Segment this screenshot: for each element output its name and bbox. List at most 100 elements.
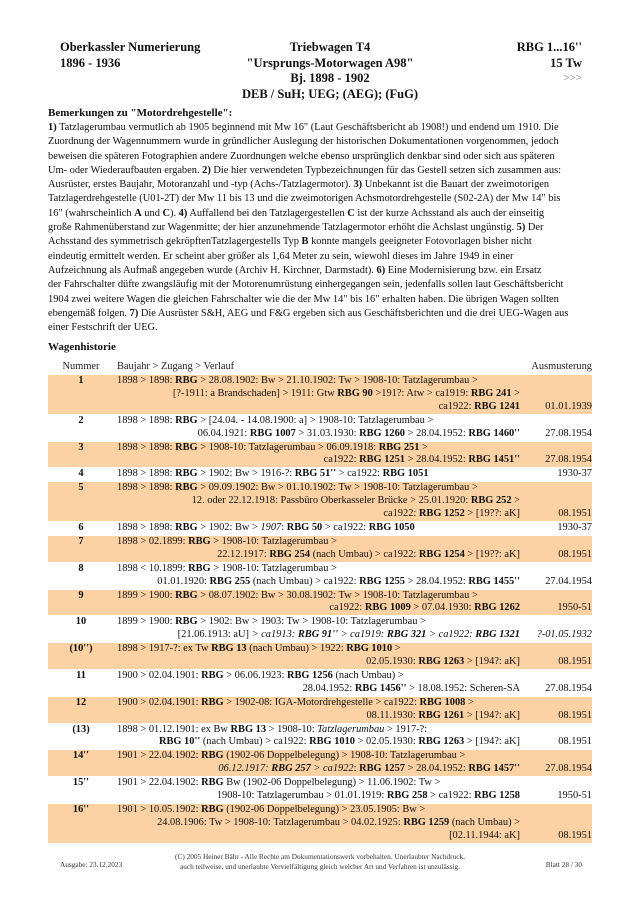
- text-segment: (nach Umbau) > ca1922:: [310, 548, 419, 560]
- text-segment: beweisen die späteren Fotographien ander…: [48, 150, 555, 162]
- text-segment: RBG 10'': [158, 736, 201, 748]
- text-segment: > 28.04.1952:: [405, 575, 469, 587]
- text-segment: > ca1922: [310, 763, 354, 775]
- retirement-date: 08.1951: [558, 508, 592, 520]
- text-segment: Tatzlagerumbau: [317, 723, 385, 735]
- text-segment: Eine Modernisierung bzw. ein Ersatz: [385, 264, 542, 276]
- text-segment: Tatzlagerumbau vermutlich ab 1905 beginn…: [56, 122, 559, 133]
- history-line: 1908-10: Tatzlagerumbau > 01.01.1919: RB…: [117, 790, 520, 803]
- text-segment: C: [347, 207, 355, 219]
- series-name: Oberkassler Numerierung: [60, 40, 201, 54]
- text-segment: Aufzeichnung als Aufmaß angegeben wurde …: [48, 264, 377, 276]
- text-segment: RBG: [188, 562, 211, 574]
- text-segment: Die Ausrüster S&H, AEG und F&G ergeben s…: [138, 307, 569, 319]
- text-segment: RBG 1010: [346, 643, 393, 655]
- text-segment: A: [134, 207, 142, 219]
- text-segment: > 1902: Bw > 1903: Tw > 1908-10: Tatzlag…: [197, 616, 426, 628]
- text-segment: konnte mangels geeigneter Fotovorlagen b…: [308, 236, 532, 248]
- text-segment: ebengemäß folgen.: [48, 307, 130, 319]
- text-segment: >: [465, 696, 474, 708]
- retirement-date: 27.08.1954: [545, 763, 592, 775]
- table-row: (13) 1898 > 01.12.1901: ex Bw RBG 13 > 19…: [48, 722, 592, 750]
- text-segment: Unbekannt ist die Bauart der zweimotorig…: [362, 179, 550, 191]
- text-segment: 1898 > 01.12.1901: ex Bw: [117, 723, 231, 735]
- text-segment: RBG 255: [209, 575, 251, 587]
- text-segment: 1900 > 02.04.1901:: [117, 669, 202, 681]
- history-line: ca1922: RBG 1009 > 07.04.1930: RBG 1262: [117, 602, 520, 615]
- remarks-line: 16" (wahrscheinlich A und C). 4) Auffall…: [48, 207, 568, 221]
- text-segment: 4): [178, 207, 188, 219]
- vehicle-history: 1901 > 22.04.1902: RBG Bw (1902-06 Doppe…: [114, 777, 520, 803]
- vehicle-number: 7: [78, 535, 84, 547]
- vehicle-history: 1898 > 1898: RBG > 1902: Bw > 1907: RBG …: [114, 522, 520, 535]
- history-line: 1899 > 1900: RBG > 08.07.1902: Bw > 30.0…: [117, 590, 520, 603]
- vehicle-history: 1898 > 1917-?: ex Tw RBG 13 (nach Umbau)…: [114, 643, 520, 669]
- history-line: 12. oder 22.12.1918: Passbüro Oberkassel…: [117, 495, 520, 508]
- vehicle-number: 6: [78, 521, 84, 533]
- text-segment: Zuordnung der Wagennummern wurde in grün…: [48, 136, 559, 148]
- header-left: Oberkassler Numerierung 1896 - 1936: [60, 40, 200, 71]
- text-segment: 08.11.1930:: [366, 709, 419, 721]
- text-segment: > [194?: aK]: [464, 709, 520, 721]
- text-segment: RBG: [188, 535, 211, 547]
- text-segment: 5): [516, 222, 526, 234]
- text-segment: RBG 321: [386, 629, 427, 641]
- table-row: 4 1898 > 1898: RBG > 1902: Bw > 1916-?: R…: [48, 467, 592, 481]
- vehicle-history: 1898 > 1898: RBG > 1908-10: Tatzlagerumb…: [114, 442, 520, 468]
- text-segment: 2): [202, 164, 211, 176]
- text-segment: > 1908-10: Tatzlagerumbau > 06.09.1918:: [197, 441, 379, 453]
- text-segment: RBG 1456'': [354, 682, 407, 694]
- text-segment: RBG 50: [286, 521, 323, 533]
- history-line: 1899 > 1900: RBG > 1902: Bw > 1903: Tw >…: [117, 616, 520, 629]
- table-row: (10'') 1898 > 1917-?: ex Tw RBG 13 (nach …: [48, 642, 592, 669]
- text-segment: 01.01.1920:: [157, 575, 210, 587]
- history-line: 1898 < 10.1899: RBG > 1908-10: Tatzlager…: [117, 563, 520, 576]
- retirement-date: 27.08.1954: [545, 682, 592, 694]
- text-segment: 1): [48, 122, 57, 133]
- text-segment: > ca1922:: [336, 468, 383, 480]
- text-segment: RBG: [201, 804, 224, 815]
- table-row: 15'' 1901 > 22.04.1902: RBG Bw (1902-06 D…: [48, 776, 592, 803]
- vehicle-number: 1: [78, 375, 84, 386]
- text-segment: > 28.04.1952:: [405, 763, 469, 775]
- text-segment: RBG 1010: [309, 736, 355, 748]
- vehicle-history: 1898 < 10.1899: RBG > 1908-10: Tatzlager…: [114, 563, 520, 589]
- text-segment: RBG 252: [470, 495, 512, 507]
- text-segment: 1900 > 02.04.1901:: [117, 696, 202, 708]
- vehicle-history: 1898 > 1898: RBG > [24.04. - 14.08.1900:…: [114, 415, 520, 441]
- retirement-date: 1930-37: [557, 468, 592, 480]
- text-segment: RBG 13: [211, 643, 247, 655]
- text-segment: 1901 > 22.04.1902:: [117, 777, 202, 789]
- text-segment: RBG: [201, 750, 224, 762]
- text-segment: > 18.08.1952: Scheren-SA: [406, 682, 520, 694]
- page-number: Blatt 28 / 30: [545, 860, 582, 869]
- table-row: 3 1898 > 1898: RBG > 1908-10: Tatzlagerum…: [48, 440, 592, 468]
- text-segment: > 1908-10:: [266, 723, 318, 735]
- text-segment: RBG 1321: [475, 629, 520, 641]
- table-row: 11 1900 > 02.04.1901: RBG > 06.06.1923: R…: [48, 668, 592, 696]
- text-segment: RBG: [175, 468, 198, 480]
- vehicle-number: 10: [75, 616, 87, 628]
- vehicle-history: 1901 > 22.04.1902: RBG (1902-06 Doppelbe…: [114, 750, 520, 776]
- history-line: [21.06.1913: aU] > ca1913: RBG 91'' > ca…: [117, 629, 520, 642]
- text-segment: RBG 1460'': [468, 427, 520, 439]
- text-segment: >: [419, 441, 428, 453]
- text-segment: (nach Umbau) >: [332, 669, 404, 681]
- text-segment: RBG 1259: [403, 816, 450, 828]
- vehicle-history: 1898 > 1898: RBG > 1902: Bw > 1916-?: RB…: [114, 468, 520, 481]
- text-segment: RBG 251: [378, 441, 420, 453]
- vehicle-number: 5: [78, 482, 84, 494]
- next-page-link[interactable]: >>>: [563, 72, 582, 84]
- text-segment: RBG: [201, 696, 224, 708]
- column-history: Baujahr > Zugang > Verlauf: [117, 361, 235, 372]
- history-table: Nummer Baujahr > Zugang > Verlauf Ausmus…: [48, 359, 592, 843]
- text-segment: [?-1911: a Brandschaden] > 1911: Gtw: [172, 387, 338, 399]
- history-line: 06.04.1921: RBG 1007 > 31.03.1930: RBG 1…: [117, 428, 520, 441]
- table-row: 2 1898 > 1898: RBG > [24.04. - 14.08.1900…: [48, 413, 592, 441]
- number-range: RBG 1...16'': [516, 40, 582, 54]
- remarks-line: Um- oder Wiederaufbauten ergaben. 2) Die…: [48, 164, 568, 178]
- text-segment: RBG: [201, 669, 224, 681]
- text-segment: 1899 > 1900:: [117, 616, 176, 628]
- text-segment: RBG 1050: [368, 521, 415, 533]
- text-segment: > [194?: aK]: [464, 656, 520, 668]
